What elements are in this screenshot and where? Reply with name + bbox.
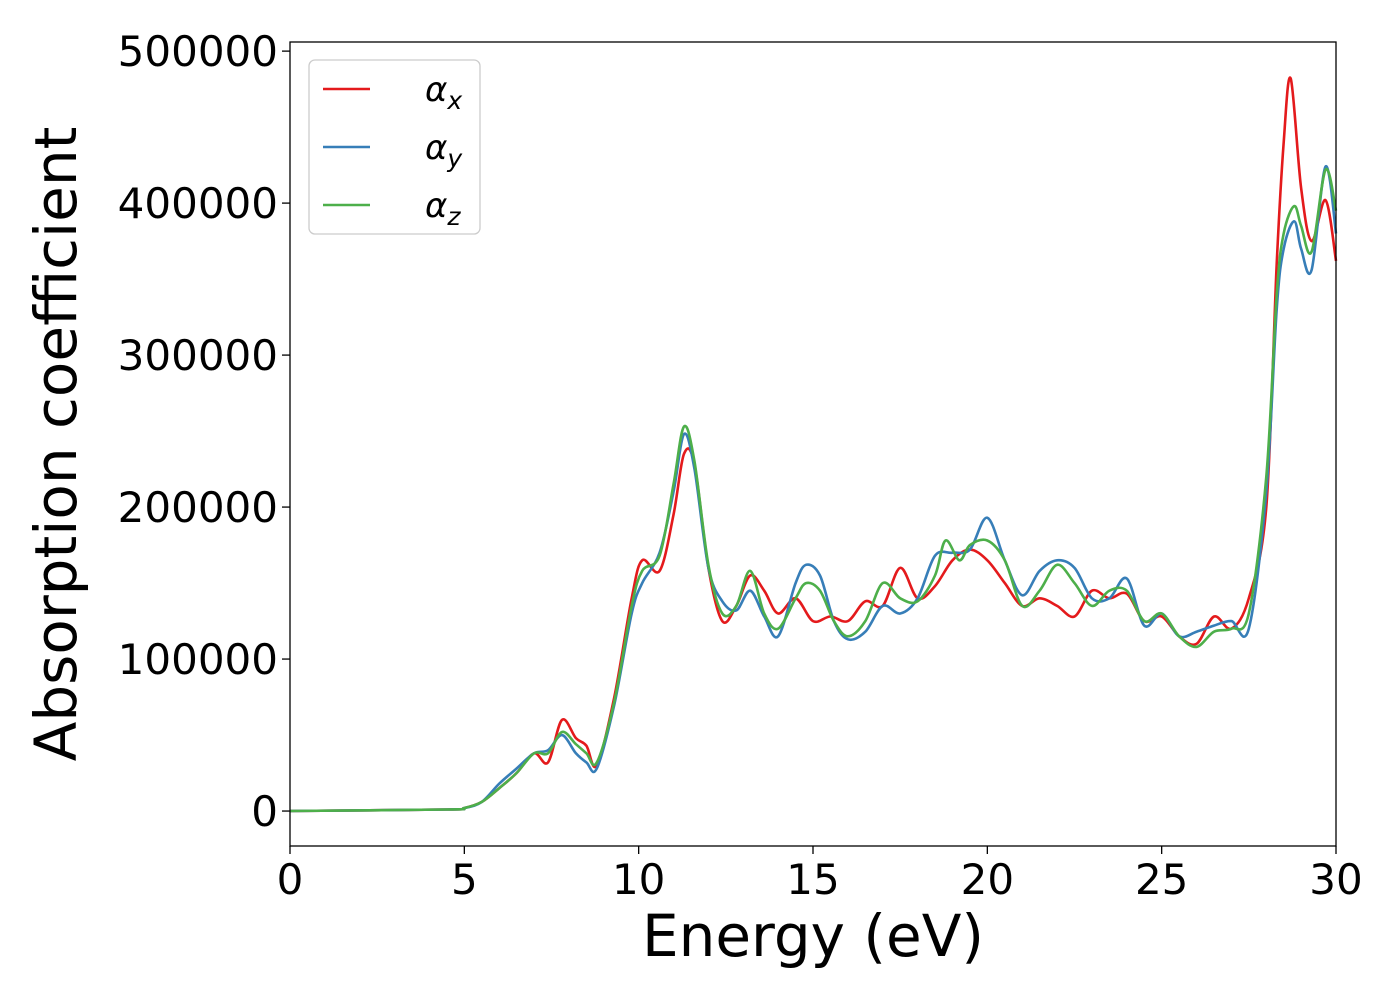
- x-tick-label: 25: [1135, 855, 1188, 904]
- legend-label-y: αy: [425, 128, 463, 173]
- y-axis-title: Absorption coefficient: [22, 127, 90, 762]
- legend-label-subscript: z: [446, 202, 461, 231]
- series-line-z: [289, 167, 1338, 813]
- legend-label-z: αz: [425, 186, 461, 231]
- legend-box: [308, 59, 481, 235]
- x-tick-label: 30: [1309, 855, 1362, 904]
- series-line-y: [289, 165, 1338, 813]
- x-axis-title: Energy (eV): [642, 902, 984, 970]
- legend-label-x: αx: [425, 70, 462, 115]
- x-tick-label: 15: [786, 855, 839, 904]
- y-tick-label: 500000: [118, 27, 278, 76]
- series-layer: [289, 76, 1338, 813]
- y-tick-label: 300000: [118, 331, 278, 380]
- y-tick-label: 100000: [118, 635, 278, 684]
- legend-label-subscript: y: [446, 144, 463, 173]
- x-tick-label: 0: [277, 855, 304, 904]
- y-tick-label: 200000: [118, 483, 278, 532]
- legend-label-base: α: [425, 186, 447, 226]
- x-axis-ticks: 0 5 10 15 20 25 30: [277, 846, 1363, 904]
- legend-label-base: α: [425, 70, 447, 110]
- x-tick-label: 20: [961, 855, 1014, 904]
- y-tick-label: 400000: [118, 179, 278, 228]
- legend-label-base: α: [425, 128, 447, 168]
- y-tick-label: 0: [251, 787, 278, 836]
- y-axis-ticks: 0 100000 200000 300000 400000 500000: [118, 27, 290, 836]
- x-tick-label: 10: [612, 855, 665, 904]
- x-tick-label: 5: [451, 855, 478, 904]
- legend-label-subscript: x: [446, 86, 462, 115]
